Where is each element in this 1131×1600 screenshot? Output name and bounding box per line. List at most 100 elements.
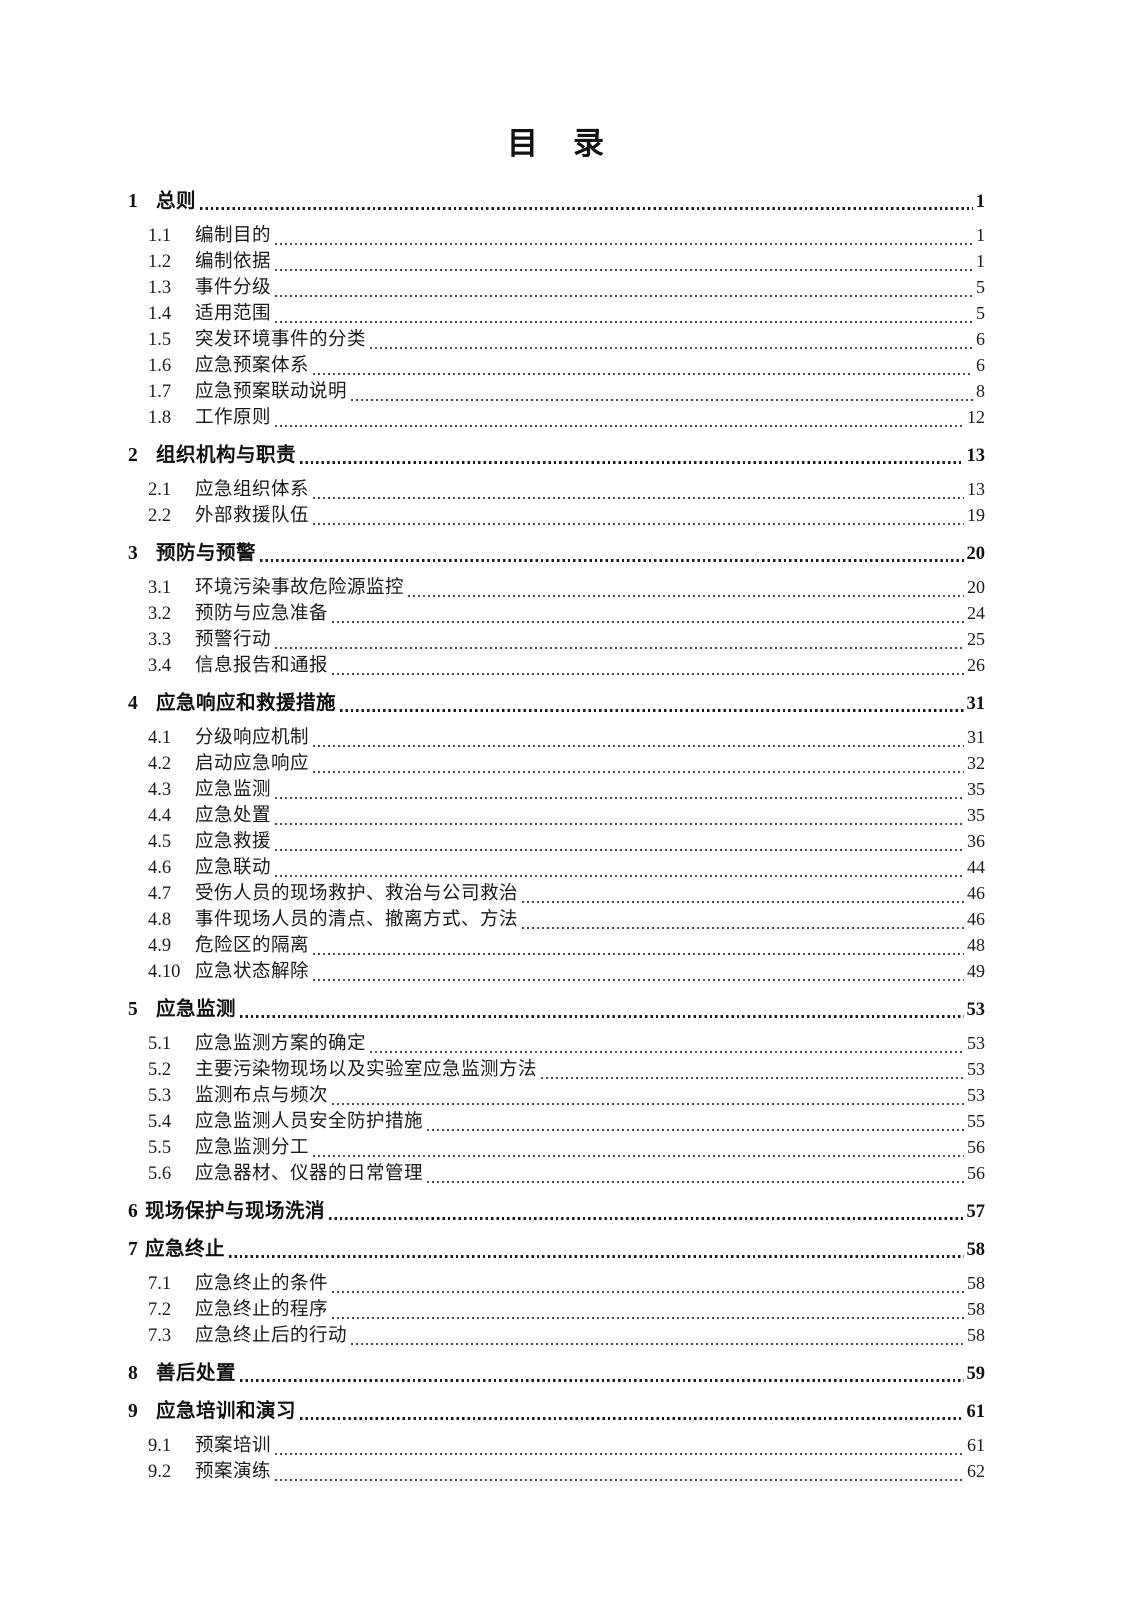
toc-entry-number: 8 — [128, 1363, 138, 1384]
toc-entry-number: 3.1 — [148, 578, 172, 598]
toc-entry-page: 5 — [976, 303, 985, 323]
toc-entry[interactable]: 7.3 应急终止后的行动 58 — [128, 1323, 985, 1349]
table-of-contents: 1 总则 1 1.1 编制目的 1 1.2 编制依据 1 1.3 事件分级 5 1.4 适用范围 5 1.5 突… — [128, 189, 985, 1485]
toc-entry[interactable]: 1.5 突发环境事件的分类 6 — [128, 327, 985, 353]
toc-chapter-entry[interactable]: 3 预防与预警 20 — [128, 541, 985, 567]
toc-entry[interactable]: 9.2 预案演练 62 — [128, 1459, 985, 1485]
toc-entry[interactable]: 4.6 应急联动 44 — [128, 855, 985, 881]
toc-entry-title: 事件分级 — [195, 278, 272, 298]
toc-entry-page: 46 — [967, 909, 985, 929]
toc-entry-title: 组织机构与职责 — [156, 445, 297, 466]
toc-entry[interactable]: 1.1 编制目的 1 — [128, 223, 985, 249]
toc-leader-dots — [332, 1103, 964, 1105]
toc-entry[interactable]: 4.4 应急处置 35 — [128, 803, 985, 829]
toc-chapter-entry[interactable]: 1 总则 1 — [128, 189, 985, 215]
toc-entry-page: 5 — [976, 277, 985, 297]
toc-entry-number: 3.2 — [148, 604, 172, 624]
toc-leader-dots — [260, 559, 964, 562]
toc-chapter-entry[interactable]: 5 应急监测 53 — [128, 997, 985, 1023]
toc-entry-number: 4.4 — [148, 806, 172, 826]
toc-entry[interactable]: 5.4 应急监测人员安全防护措施 55 — [128, 1109, 985, 1135]
toc-entry-number: 2.2 — [148, 506, 172, 526]
toc-entry-page: 31 — [966, 694, 986, 714]
toc-leader-dots — [313, 523, 964, 525]
toc-chapter-entry[interactable]: 7 应急终止 58 — [128, 1237, 985, 1263]
toc-entry-page: 13 — [967, 479, 985, 499]
toc-entry-page: 58 — [966, 1240, 986, 1260]
toc-entry-title: 外部救援队伍 — [195, 506, 310, 526]
toc-entry[interactable]: 4.8 事件现场人员的清点、撤离方式、方法 46 — [128, 907, 985, 933]
toc-entry-page: 53 — [967, 1085, 985, 1105]
toc-entry-title: 总则 — [156, 191, 197, 212]
toc-entry-page: 53 — [967, 1033, 985, 1053]
toc-entry[interactable]: 5.1 应急监测方案的确定 53 — [128, 1031, 985, 1057]
toc-entry-page: 13 — [966, 446, 986, 466]
toc-entry[interactable]: 1.7 应急预案联动说明 8 — [128, 379, 985, 405]
toc-entry[interactable]: 5.5 应急监测分工 56 — [128, 1135, 985, 1161]
toc-entry-page: 61 — [966, 1402, 986, 1422]
toc-entry-title: 预防与应急准备 — [195, 604, 329, 624]
toc-entry[interactable]: 1.3 事件分级 5 — [128, 275, 985, 301]
toc-leader-dots — [275, 321, 973, 323]
toc-entry-page: 6 — [976, 355, 985, 375]
toc-entry[interactable]: 4.7 受伤人员的现场救护、救治与公司救治 46 — [128, 881, 985, 907]
toc-entry[interactable]: 4.10 应急状态解除 49 — [128, 959, 985, 985]
toc-chapter-entry[interactable]: 2 组织机构与职责 13 — [128, 443, 985, 469]
toc-entry-page: 58 — [967, 1273, 985, 1293]
toc-leader-dots — [332, 1291, 964, 1293]
toc-entry-number: 4.5 — [148, 832, 172, 852]
toc-entry[interactable]: 7.1 应急终止的条件 58 — [128, 1271, 985, 1297]
toc-leader-dots — [300, 1417, 964, 1420]
toc-entry[interactable]: 2.2 外部救援队伍 19 — [128, 503, 985, 529]
toc-entry[interactable]: 4.2 启动应急响应 32 — [128, 751, 985, 777]
toc-entry[interactable]: 9.1 预案培训 61 — [128, 1433, 985, 1459]
toc-entry-page: 19 — [967, 505, 985, 525]
toc-entry-page: 53 — [967, 1059, 985, 1079]
toc-entry[interactable]: 5.2 主要污染物现场以及实验室应急监测方法 53 — [128, 1057, 985, 1083]
toc-entry-number: 5.5 — [148, 1138, 172, 1158]
toc-entry-page: 46 — [967, 883, 985, 903]
toc-leader-dots — [275, 1453, 964, 1455]
toc-entry[interactable]: 3.3 预警行动 25 — [128, 627, 985, 653]
toc-chapter-entry[interactable]: 6 现场保护与现场洗消 57 — [128, 1199, 985, 1225]
toc-leader-dots — [313, 979, 964, 981]
toc-entry-number: 4.6 — [148, 858, 172, 878]
toc-chapter-entry[interactable]: 8 善后处置 59 — [128, 1361, 985, 1387]
toc-entry-page: 1 — [975, 192, 985, 212]
toc-leader-dots — [313, 771, 964, 773]
toc-chapter-entry[interactable]: 9 应急培训和演习 61 — [128, 1399, 985, 1425]
toc-entry[interactable]: 7.2 应急终止的程序 58 — [128, 1297, 985, 1323]
toc-entry[interactable]: 1.2 编制依据 1 — [128, 249, 985, 275]
toc-entry-page: 56 — [967, 1163, 985, 1183]
toc-leader-dots — [329, 1217, 964, 1220]
toc-entry[interactable]: 3.2 预防与应急准备 24 — [128, 601, 985, 627]
toc-entry[interactable]: 4.5 应急救援 36 — [128, 829, 985, 855]
toc-entry-number: 9.1 — [148, 1436, 172, 1456]
toc-entry[interactable]: 5.6 应急器材、仪器的日常管理 56 — [128, 1161, 985, 1187]
toc-chapter-entry[interactable]: 4 应急响应和救援措施 31 — [128, 691, 985, 717]
toc-entry-title: 预案培训 — [195, 1436, 272, 1456]
toc-leader-dots — [332, 621, 964, 623]
toc-entry[interactable]: 1.6 应急预案体系 6 — [128, 353, 985, 379]
toc-entry[interactable]: 4.9 危险区的隔离 48 — [128, 933, 985, 959]
toc-entry-number: 7 — [128, 1239, 138, 1260]
toc-entry-page: 58 — [967, 1325, 985, 1345]
toc-entry[interactable]: 2.1 应急组织体系 13 — [128, 477, 985, 503]
toc-entry[interactable]: 4.1 分级响应机制 31 — [128, 725, 985, 751]
toc-entry[interactable]: 4.3 应急监测 35 — [128, 777, 985, 803]
toc-entry-number: 5.1 — [148, 1034, 172, 1054]
toc-entry-number: 1.5 — [148, 330, 172, 350]
toc-entry-number: 2.1 — [148, 480, 172, 500]
toc-leader-dots — [229, 1255, 964, 1258]
toc-entry-number: 5.2 — [148, 1060, 172, 1080]
toc-entry-title: 分级响应机制 — [195, 728, 310, 748]
toc-entry[interactable]: 1.8 工作原则 12 — [128, 405, 985, 431]
toc-entry-page: 53 — [966, 1000, 986, 1020]
toc-entry[interactable]: 1.4 适用范围 5 — [128, 301, 985, 327]
toc-entry[interactable]: 5.3 监测布点与频次 53 — [128, 1083, 985, 1109]
toc-entry[interactable]: 3.4 信息报告和通报 26 — [128, 653, 985, 679]
toc-entry-title: 适用范围 — [195, 304, 272, 324]
toc-entry[interactable]: 3.1 环境污染事故危险源监控 20 — [128, 575, 985, 601]
toc-entry-number: 4.8 — [148, 910, 172, 930]
